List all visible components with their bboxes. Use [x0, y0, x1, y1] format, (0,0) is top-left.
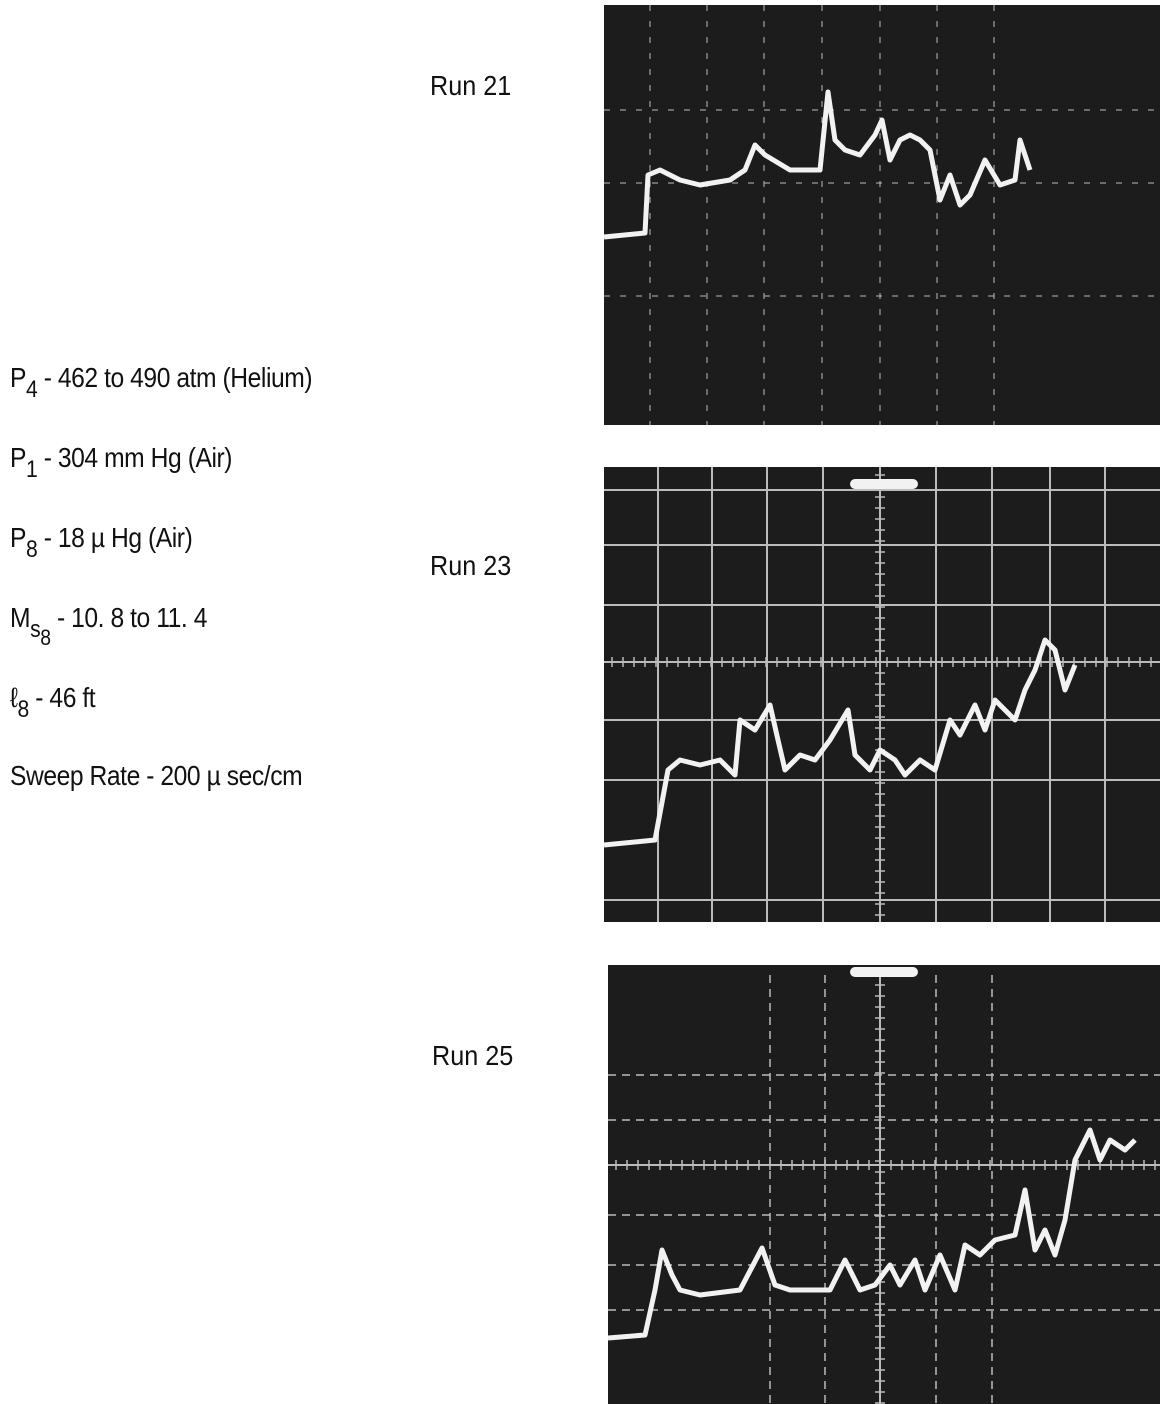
- scope-marker: [850, 967, 918, 977]
- condition: P4 - 462 to 490 atm (Helium): [10, 362, 313, 404]
- graticule: [604, 5, 1160, 1404]
- subscript: 8: [26, 536, 38, 563]
- condition: P1 - 304 mm Hg (Air): [10, 442, 232, 484]
- subscript: 1: [26, 456, 38, 483]
- condition-text: - 18 µ Hg (Air): [37, 522, 193, 553]
- run-label: Run 21: [430, 70, 512, 101]
- subscript: 8: [40, 625, 51, 650]
- scope-marker: [850, 479, 918, 489]
- condition: P8 - 18 µ Hg (Air): [10, 522, 193, 564]
- symbol: P: [10, 442, 27, 473]
- condition-text: - 10. 8 to 11. 4: [50, 602, 207, 633]
- condition-text: - 304 mm Hg (Air): [37, 442, 233, 473]
- condition: ℓ8 - 46 ft: [10, 682, 96, 724]
- run-label: Run 25: [432, 1040, 514, 1071]
- scope-screen: [608, 965, 1160, 1404]
- trace: [603, 89, 1033, 240]
- condition: Ms8 - 10. 8 to 11. 4: [10, 602, 207, 651]
- symbol: P: [10, 362, 27, 393]
- condition-text: Sweep Rate - 200 µ sec/cm: [10, 760, 303, 791]
- subscript: s8: [30, 616, 51, 650]
- symbol: M: [10, 602, 31, 633]
- scope-screen: [604, 5, 1160, 425]
- condition-text: - 46 ft: [28, 682, 96, 713]
- symbol: ℓ: [10, 682, 18, 713]
- condition: Sweep Rate - 200 µ sec/cm: [10, 760, 303, 792]
- subscript: s: [30, 616, 41, 643]
- run-label: Run 23: [430, 550, 512, 581]
- trace: [607, 1127, 1137, 1341]
- trace: [603, 637, 1078, 848]
- traces: [603, 89, 1137, 1341]
- symbol: P: [10, 522, 27, 553]
- subscript: 8: [17, 696, 30, 723]
- condition-text: - 462 to 490 atm (Helium): [37, 362, 313, 393]
- subscript: 4: [26, 376, 38, 403]
